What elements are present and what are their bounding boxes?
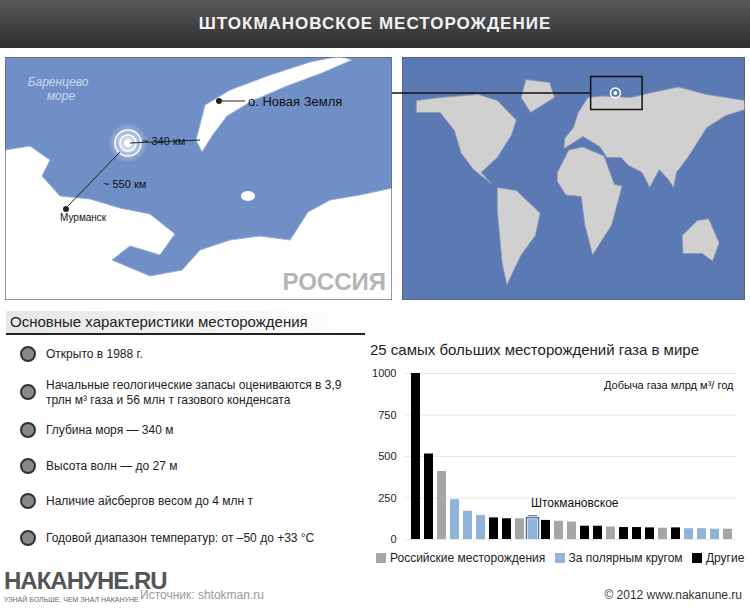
html-text:© 2012 www.nakanune.ru: © 2012 www.nakanune.ru xyxy=(604,588,742,602)
html-text:УЗНАЙ БОЛЬШЕ, ЧЕМ ЗНАЛ НАКАНУН: УЗНАЙ БОЛЬШЕ, ЧЕМ ЗНАЛ НАКАНУНЕИсточник:… xyxy=(4,588,264,603)
svg-text:750: 750 xyxy=(378,409,396,421)
html-text:За полярным кругом: За полярным кругом xyxy=(568,551,686,565)
html-text:НАКАНУНЕ.RU: НАКАНУНЕ.RU xyxy=(4,567,167,594)
svg-text:1000: 1000 xyxy=(372,367,396,379)
svg-text:Штокмановское: Штокмановское xyxy=(531,496,619,510)
html-text:Начальные геологические запасы: Начальные геологические запасы оценивают… xyxy=(46,378,342,407)
svg-text:~ 550 км: ~ 550 км xyxy=(103,178,146,190)
html-text:Другие: Другие xyxy=(705,551,745,565)
svg-text:РОССИЯ: РОССИЯ xyxy=(282,268,386,295)
html-text:Наличие айсбергов весом до 4 м: Наличие айсбергов весом до 4 млн т xyxy=(46,494,253,508)
svg-text:500: 500 xyxy=(378,450,396,462)
html-text:Российские месторождения: Российские месторождения xyxy=(390,551,549,565)
html-text:ШТОКМАНОВСКОЕ МЕСТОРОЖДЕНИЕ: ШТОКМАНОВСКОЕ МЕСТОРОЖДЕНИЕ xyxy=(198,14,552,33)
svg-text:Мурманск: Мурманск xyxy=(60,212,107,223)
svg-text:Баренцево: Баренцево xyxy=(28,75,89,89)
svg-text:~ 340 км: ~ 340 км xyxy=(142,135,185,147)
html-text:Высота волн — до 27 м: Высота волн — до 27 м xyxy=(46,459,178,473)
svg-text:о. Новая Земля: о. Новая Земля xyxy=(248,94,342,109)
svg-text:Добыча газа млрд м³/ год: Добыча газа млрд м³/ год xyxy=(604,379,734,391)
html-text:Открыто в 1988 г.: Открыто в 1988 г. xyxy=(46,347,143,361)
html-text:Годовой диапазон температур: о: Годовой диапазон температур: от –50 до +… xyxy=(46,531,315,545)
html-text:Основные характеристики местор: Основные характеристики месторождения xyxy=(10,313,308,330)
svg-text:0: 0 xyxy=(390,533,396,545)
svg-text:море: море xyxy=(47,89,76,103)
html-text:25 самых больших месторождений: 25 самых больших месторождений газа в ми… xyxy=(370,341,699,358)
html-text:Глубина моря — 340 м: Глубина моря — 340 м xyxy=(46,423,174,437)
svg-text:250: 250 xyxy=(378,492,396,504)
